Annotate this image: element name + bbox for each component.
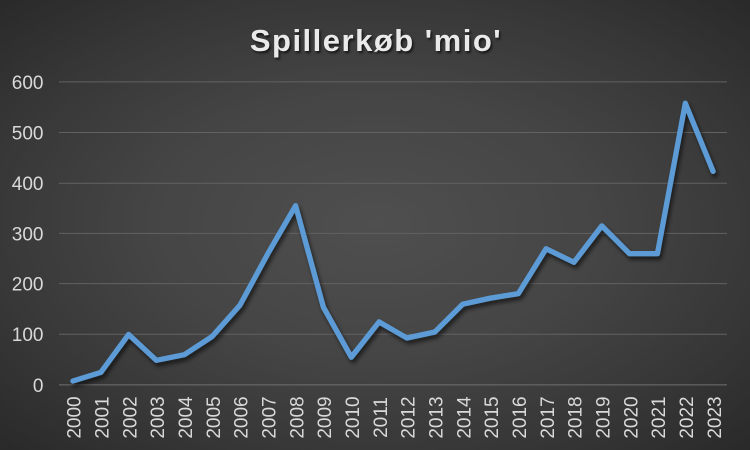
- svg-text:2004: 2004: [176, 396, 197, 439]
- svg-text:2013: 2013: [427, 396, 448, 438]
- svg-text:Spillerkøb 'mio': Spillerkøb 'mio': [250, 23, 502, 58]
- svg-text:2019: 2019: [594, 396, 615, 438]
- svg-text:2017: 2017: [538, 396, 559, 438]
- svg-text:2014: 2014: [454, 396, 475, 439]
- svg-text:600: 600: [12, 73, 44, 94]
- svg-text:100: 100: [12, 325, 44, 346]
- svg-text:2020: 2020: [621, 396, 642, 438]
- svg-text:2003: 2003: [148, 396, 169, 438]
- svg-text:2018: 2018: [566, 396, 587, 438]
- svg-text:300: 300: [12, 224, 44, 245]
- svg-text:2005: 2005: [204, 396, 225, 438]
- svg-text:2006: 2006: [232, 396, 253, 438]
- svg-text:2000: 2000: [65, 396, 86, 438]
- svg-text:2012: 2012: [399, 396, 420, 438]
- svg-text:400: 400: [12, 174, 44, 195]
- svg-text:2015: 2015: [482, 396, 503, 438]
- svg-text:2016: 2016: [510, 396, 531, 438]
- svg-text:2010: 2010: [343, 396, 364, 438]
- svg-text:2001: 2001: [93, 396, 114, 438]
- svg-text:2021: 2021: [649, 396, 670, 438]
- svg-text:200: 200: [12, 275, 44, 296]
- svg-text:2022: 2022: [677, 396, 698, 438]
- svg-text:2007: 2007: [260, 396, 281, 438]
- svg-text:500: 500: [12, 123, 44, 144]
- svg-text:0: 0: [33, 376, 44, 397]
- svg-text:2023: 2023: [705, 396, 726, 438]
- svg-text:2011: 2011: [371, 397, 392, 438]
- svg-text:2002: 2002: [120, 396, 141, 438]
- svg-text:2009: 2009: [315, 396, 336, 438]
- svg-text:2008: 2008: [287, 396, 308, 438]
